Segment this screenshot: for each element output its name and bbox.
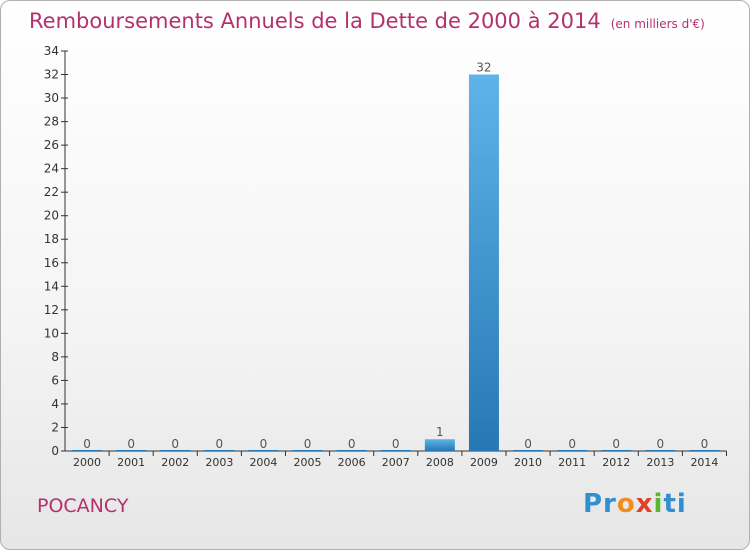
x-tick-label: 2008 — [426, 456, 454, 469]
y-tick-label: 26 — [44, 138, 59, 152]
bar-value-label: 0 — [612, 437, 620, 451]
y-tick-label: 8 — [51, 350, 59, 364]
bar — [645, 450, 676, 451]
chart-title: Remboursements Annuels de la Dette de 20… — [29, 9, 705, 33]
y-tick-label: 14 — [44, 279, 59, 293]
bar — [248, 450, 279, 451]
y-tick-label: 10 — [44, 326, 59, 340]
title-text: Remboursements Annuels de la Dette de 20… — [29, 9, 601, 33]
x-tick-label: 2009 — [470, 456, 498, 469]
x-tick-label: 2004 — [249, 456, 277, 469]
bar-value-label: 0 — [260, 437, 268, 451]
y-tick-label: 20 — [44, 209, 59, 223]
bar-value-label: 0 — [701, 437, 709, 451]
y-tick-label: 2 — [51, 420, 59, 434]
bar — [116, 450, 147, 451]
bar-value-label: 32 — [476, 61, 491, 75]
y-tick-label: 24 — [44, 162, 59, 176]
bar-value-label: 0 — [657, 437, 665, 451]
bar — [72, 450, 103, 451]
y-tick-label: 32 — [44, 68, 59, 82]
bar-value-label: 0 — [524, 437, 532, 451]
y-tick-label: 4 — [51, 397, 59, 411]
bar — [513, 450, 544, 451]
y-tick-label: 0 — [51, 444, 59, 458]
x-tick-label: 2013 — [646, 456, 674, 469]
bar — [292, 450, 323, 451]
x-tick-label: 2005 — [294, 456, 322, 469]
x-tick-label: 2011 — [558, 456, 586, 469]
chart-subtitle: (en milliers d'€) — [610, 17, 705, 31]
y-tick-label: 12 — [44, 303, 59, 317]
y-tick-label: 34 — [44, 44, 59, 58]
x-tick-label: 2010 — [514, 456, 542, 469]
x-tick-label: 2014 — [690, 456, 718, 469]
bar — [380, 450, 411, 451]
x-tick-label: 2007 — [382, 456, 410, 469]
bar-value-label: 1 — [436, 425, 444, 439]
bar — [557, 450, 588, 451]
bar-value-label: 0 — [127, 437, 135, 451]
bar-value-label: 0 — [83, 437, 91, 451]
x-tick-label: 2003 — [205, 456, 233, 469]
bar-value-label: 0 — [171, 437, 179, 451]
bar — [689, 450, 720, 451]
y-tick-label: 6 — [51, 373, 59, 387]
x-tick-label: 2000 — [73, 456, 101, 469]
x-tick-label: 2012 — [602, 456, 630, 469]
y-tick-label: 22 — [44, 185, 59, 199]
bar-value-label: 0 — [216, 437, 224, 451]
y-tick-label: 28 — [44, 115, 59, 129]
bar-value-label: 0 — [568, 437, 576, 451]
bar — [468, 74, 499, 451]
bar — [336, 450, 367, 451]
y-tick-label: 30 — [44, 91, 59, 105]
y-tick-label: 16 — [44, 256, 59, 270]
x-tick-label: 2006 — [338, 456, 366, 469]
bar — [160, 450, 191, 451]
bar-value-label: 0 — [304, 437, 312, 451]
proxiti-logo: Proxiti — [583, 489, 687, 519]
bar — [601, 450, 632, 451]
place-name: POCANCY — [37, 495, 129, 517]
x-tick-label: 2001 — [117, 456, 145, 469]
bar — [424, 439, 455, 451]
x-tick-label: 2002 — [161, 456, 189, 469]
y-tick-label: 18 — [44, 232, 59, 246]
bar — [204, 450, 235, 451]
bar-value-label: 0 — [348, 437, 356, 451]
bar-value-label: 0 — [392, 437, 400, 451]
